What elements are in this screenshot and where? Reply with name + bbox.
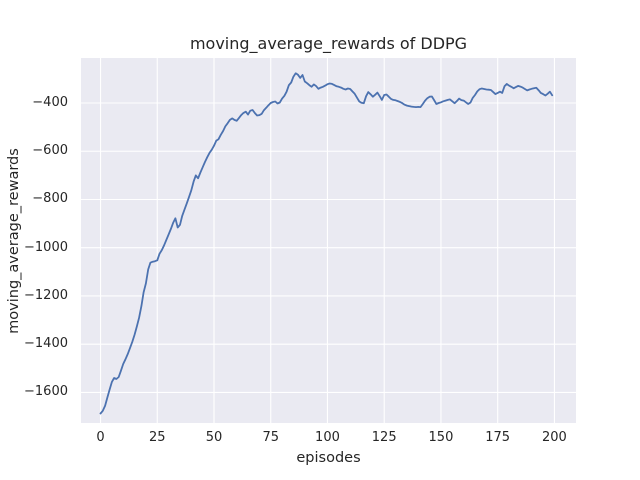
x-tick-label: 50 <box>205 430 223 445</box>
x-tick-label: 0 <box>96 430 105 445</box>
y-tick-label: −600 <box>32 143 68 159</box>
x-tick-label: 25 <box>148 430 166 445</box>
y-axis-label: moving_average_rewards <box>6 148 22 334</box>
y-tick-label: −400 <box>32 94 68 110</box>
y-tick-label: −800 <box>32 191 68 207</box>
chart-title: moving_average_rewards of DDPG <box>189 34 468 53</box>
series-line <box>99 72 554 415</box>
x-tick-label: 175 <box>485 430 511 445</box>
y-tick-label: −1000 <box>24 239 68 255</box>
x-tick-label: 150 <box>428 430 454 445</box>
y-tick-label: −1400 <box>24 336 68 352</box>
x-tick-label: 75 <box>262 430 279 445</box>
x-axis-label: episodes <box>296 450 361 466</box>
y-tick-label: −1600 <box>24 384 68 400</box>
y-tick-label: −1200 <box>24 287 68 303</box>
x-tick-label: 125 <box>371 430 397 445</box>
x-tick-label: 200 <box>542 430 567 445</box>
axes-background <box>81 58 576 423</box>
x-tick-label: 100 <box>315 430 340 445</box>
